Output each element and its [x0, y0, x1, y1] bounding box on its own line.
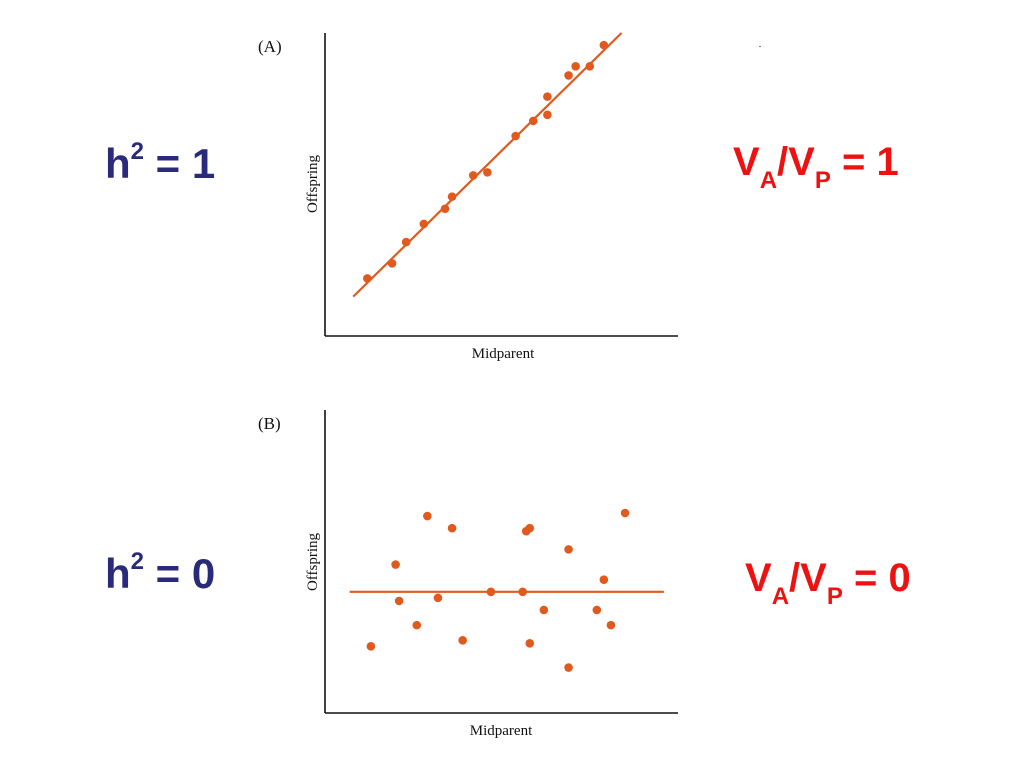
data-point-a — [528, 116, 538, 126]
data-point-b — [599, 575, 609, 584]
data-point-a — [387, 258, 397, 268]
data-point-b — [394, 596, 404, 606]
eq-slash: / — [789, 556, 801, 600]
eq-rest: = 0 — [144, 550, 216, 597]
data-point-a — [511, 131, 520, 141]
data-point-a — [564, 71, 573, 80]
data-point-a — [440, 204, 450, 214]
data-point-a — [363, 274, 372, 283]
variance-ratio-equation-bottom: VA/VP = 0 — [745, 556, 911, 609]
data-point-a — [447, 192, 457, 201]
heritability-equation-top: h2 = 1 — [105, 140, 215, 188]
panel-label-b: (B) — [258, 414, 281, 433]
heritability-equation-bottom: h2 = 0 — [105, 550, 215, 598]
data-point-a — [483, 168, 492, 177]
eq-rest: = 1 — [830, 140, 899, 184]
eq-sub2: P — [814, 167, 831, 194]
y-axis-label-b: Offspring — [305, 532, 321, 591]
fit-line-a — [352, 32, 623, 298]
eq-superscript: 2 — [130, 138, 145, 165]
data-point-b — [391, 560, 400, 569]
eq-superscript: 2 — [130, 548, 145, 575]
eq-rest: = 0 — [842, 556, 911, 600]
data-point-b — [458, 635, 467, 645]
data-point-a — [585, 62, 595, 71]
data-point-a — [401, 237, 411, 247]
data-point-b — [518, 587, 527, 597]
eq-v1: V — [733, 140, 760, 184]
data-point-a — [599, 40, 609, 50]
eq-v1: V — [745, 556, 772, 600]
data-point-b — [447, 523, 457, 533]
eq-base: h — [105, 550, 131, 597]
data-point-b — [539, 605, 549, 615]
data-point-b — [606, 620, 616, 630]
data-point-b — [592, 605, 602, 615]
y-axis-label-a: Offspring — [305, 154, 321, 213]
data-point-b — [525, 523, 535, 533]
data-point-b — [423, 511, 432, 521]
panel-label-a: (A) — [258, 37, 282, 56]
data-point-b — [564, 663, 573, 672]
marks-b — [349, 508, 664, 672]
data-point-b — [412, 620, 422, 630]
data-point-b — [433, 593, 443, 603]
data-point-a — [419, 219, 429, 229]
eq-sub1: A — [759, 167, 778, 194]
marks-a — [352, 32, 623, 298]
variance-ratio-equation-top: VA/VP = 1 — [733, 140, 899, 193]
eq-base: h — [105, 140, 131, 187]
data-point-b — [525, 639, 535, 648]
eq-sub1: A — [771, 583, 790, 610]
data-point-b — [486, 587, 496, 597]
data-point-b — [620, 508, 630, 518]
data-point-b — [564, 545, 573, 554]
data-point-a — [543, 92, 552, 101]
data-point-b — [366, 642, 376, 651]
x-axis-label-a: Midparent — [472, 346, 535, 362]
x-axis-label-b: Midparent — [470, 723, 533, 739]
eq-rest: = 1 — [144, 140, 216, 187]
eq-sub2: P — [826, 583, 843, 610]
data-point-a — [543, 110, 552, 120]
data-point-a — [571, 62, 580, 71]
eq-slash: / — [777, 140, 789, 184]
eq-v2: V — [788, 140, 815, 184]
data-point-a — [468, 171, 478, 180]
speck — [759, 46, 761, 47]
eq-v2: V — [800, 556, 827, 600]
